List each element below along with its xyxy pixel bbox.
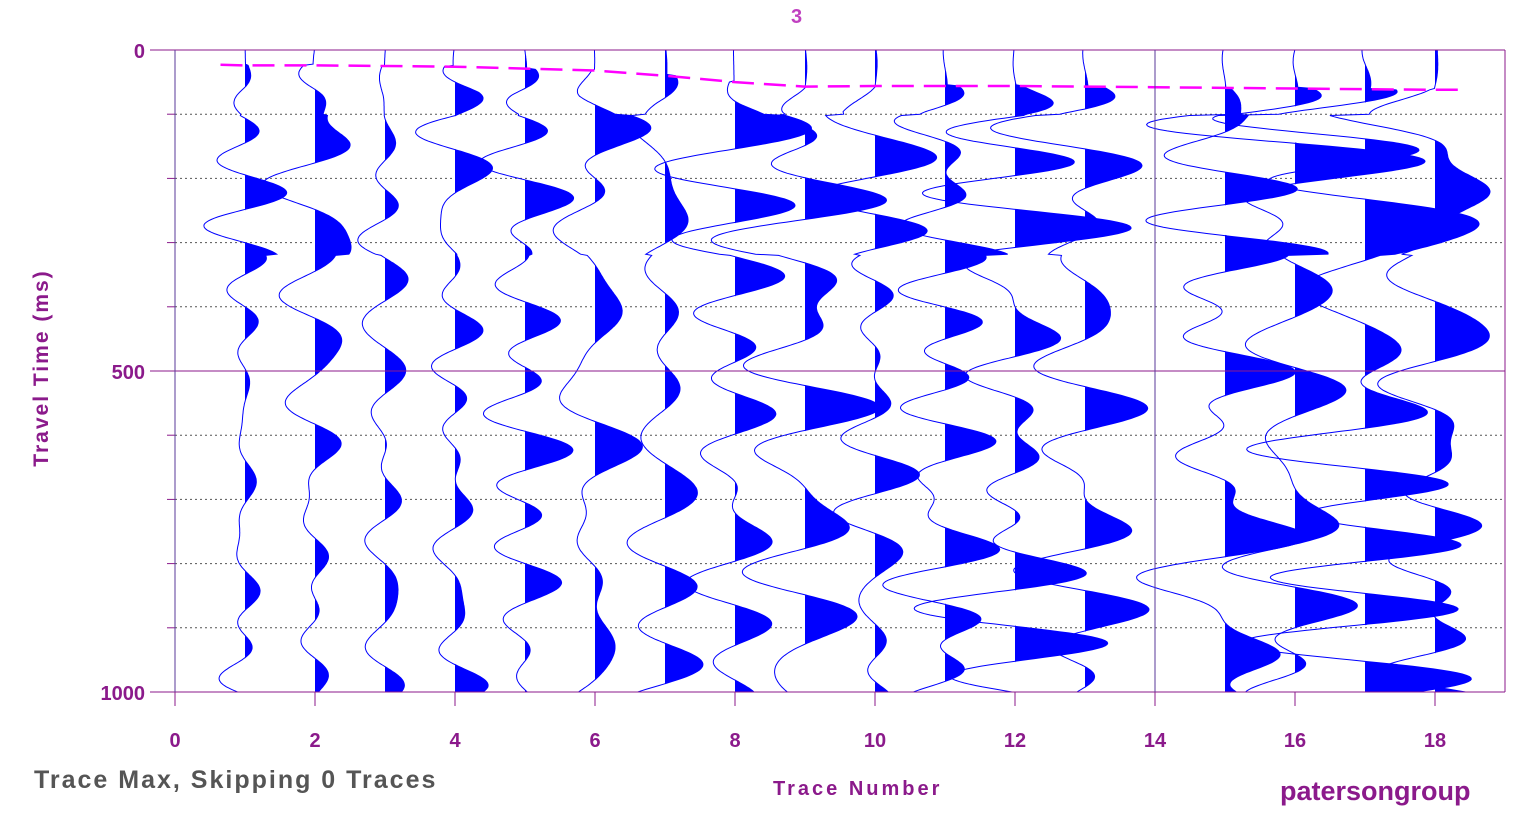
trace-fill	[1435, 50, 1490, 692]
y-tick-label: 1000	[101, 683, 146, 705]
x-tick-label: 8	[729, 730, 740, 752]
brand-logo-text: patersongroup	[1280, 776, 1471, 806]
x-tick-label: 6	[589, 730, 600, 752]
x-tick-label: 16	[1284, 730, 1306, 752]
x-axis-title: Trace Number	[773, 778, 943, 800]
trace-fill	[805, 50, 887, 692]
x-tick-label: 14	[1144, 730, 1167, 752]
first-break-picks-line	[220, 63, 1463, 92]
x-tick-label: 2	[309, 730, 320, 752]
trace-fill	[1295, 50, 1425, 692]
trace-fill	[595, 50, 651, 692]
trace-fill	[1085, 50, 1149, 692]
x-tick-label: 12	[1004, 730, 1026, 752]
y-tick-label: 500	[112, 362, 145, 384]
footer-note: Trace Max, Skipping 0 Traces	[34, 766, 438, 794]
trace-fill	[455, 50, 493, 692]
x-tick-label: 0	[169, 730, 180, 752]
trace-fill	[665, 50, 703, 692]
pick-layer	[220, 63, 1463, 92]
trace-fill	[1015, 50, 1131, 692]
x-tick-label: 4	[449, 730, 461, 752]
trace-fill	[315, 50, 351, 692]
trace-fill	[735, 50, 812, 692]
y-axis-title: Travel Time (ms)	[30, 269, 53, 467]
x-tick-label: 18	[1424, 730, 1446, 752]
x-tick-label: 10	[864, 730, 886, 752]
trace-fill	[525, 50, 574, 692]
trace-fill	[1365, 50, 1479, 692]
y-tick-label: 0	[134, 41, 145, 63]
axis-layer: 0 500 1000 0 2 4 6 8 10 12 14 16 18	[101, 41, 1506, 752]
chart-title: 3	[790, 6, 803, 28]
